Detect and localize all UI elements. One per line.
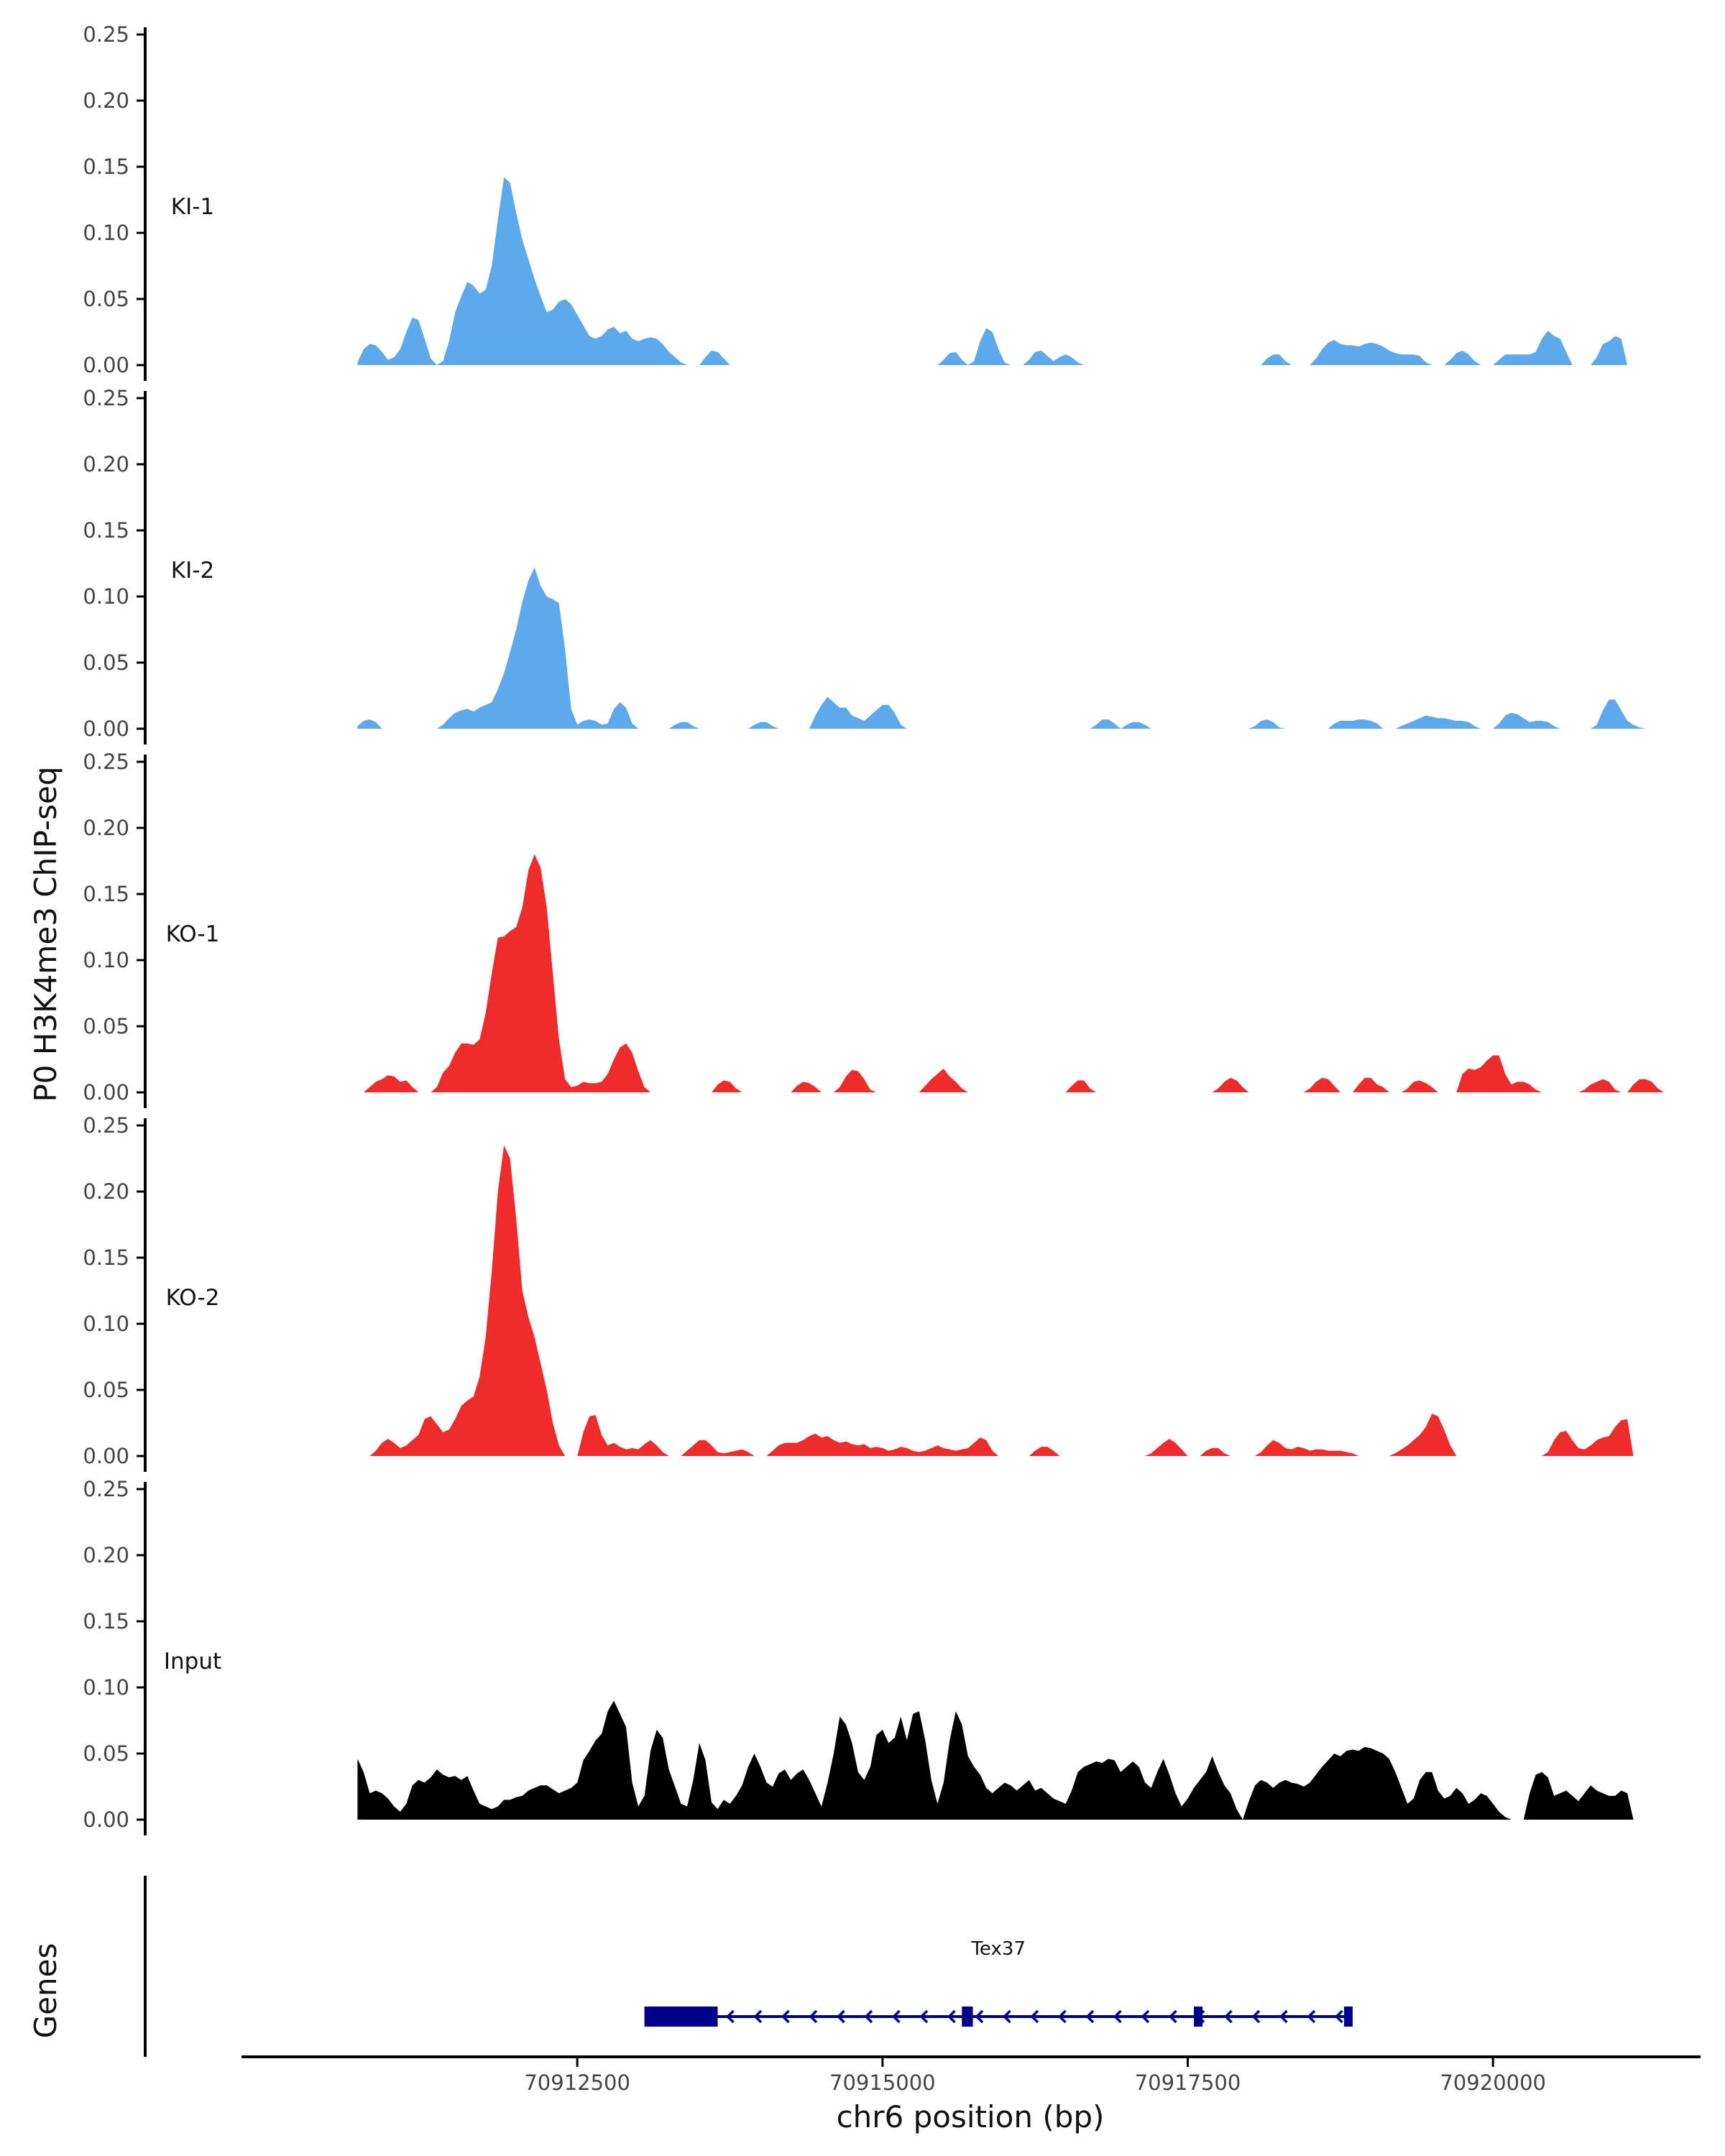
- y-tick-label: 0.20: [83, 452, 129, 476]
- strand-arrow: [864, 2009, 873, 2024]
- y-tick-label: 0.00: [83, 1444, 129, 1468]
- strand-arrow: [947, 2009, 956, 2024]
- x-tick-label: 70917500: [1135, 2070, 1241, 2095]
- strand-arrow: [1224, 2009, 1233, 2024]
- strand-arrow: [753, 2009, 763, 2024]
- strand-arrow: [1085, 2009, 1095, 2024]
- coverage-area: [357, 177, 1628, 365]
- coverage-area: [357, 567, 1646, 729]
- strand-arrow: [726, 2009, 735, 2024]
- y-tick-label: 0.00: [83, 1807, 129, 1832]
- strand-arrow: [1113, 2009, 1122, 2024]
- y-tick-label: 0.25: [83, 750, 129, 774]
- track-label: KI-1: [171, 194, 214, 220]
- strand-arrow: [1141, 2009, 1150, 2024]
- y-tick-label: 0.25: [83, 1113, 129, 1138]
- strand-arrow: [1030, 2009, 1039, 2024]
- y-tick-label: 0.25: [83, 386, 129, 410]
- gene-exon: [644, 2007, 718, 2027]
- track-input: 0.00 0.05 0.10 0.15 0.20 0.25 Input: [83, 1477, 1634, 1835]
- gene-name-label: Tex37: [970, 1938, 1025, 1960]
- strand-arrow: [809, 2009, 818, 2024]
- strand-arrow: [1003, 2009, 1011, 2024]
- y-tick-label: 0.20: [83, 1179, 129, 1204]
- y-tick-label: 0.20: [83, 1543, 129, 1567]
- gene-exon: [1194, 2007, 1203, 2027]
- y-tick-label: 0.15: [83, 1609, 129, 1634]
- y-tick-label: 0.10: [83, 948, 129, 972]
- strand-arrow: [1335, 2009, 1343, 2024]
- genes-track-title: Genes: [28, 1943, 63, 2039]
- y-tick-label: 0.00: [83, 1080, 129, 1105]
- x-tick-label: 70912500: [524, 2070, 630, 2095]
- y-tick-label: 0.15: [83, 1245, 129, 1270]
- y-tick-label: 0.05: [83, 1378, 129, 1402]
- strand-arrow: [919, 2009, 929, 2024]
- y-tick-label: 0.10: [83, 584, 129, 609]
- y-tick-label: 0.15: [83, 882, 129, 906]
- strand-arrow: [1058, 2009, 1067, 2024]
- y-tick-label: 0.05: [83, 287, 129, 311]
- x-tick-label: 70915000: [829, 2070, 936, 2095]
- gene-exon: [1343, 2007, 1353, 2027]
- strand-arrow: [837, 2009, 845, 2024]
- track-label: KO-2: [166, 1285, 220, 1311]
- track-label: Input: [164, 1649, 221, 1674]
- track-ko-2: 0.00 0.05 0.10 0.15 0.20 0.25 KO-2: [83, 1113, 1634, 1472]
- x-axis: 70912500 70915000 70917500 70920000: [242, 2055, 1701, 2095]
- track-label: KI-2: [171, 558, 214, 584]
- track-ki-1: 0.00 0.05 0.10 0.15 0.20 0.25 KI-1: [83, 22, 1628, 381]
- y-tick-label: 0.05: [83, 650, 129, 675]
- x-axis-title: chr6 position (bp): [837, 2099, 1105, 2134]
- track-ki-2: 0.00 0.05 0.10 0.15 0.20 0.25 KI-2: [83, 386, 1646, 745]
- gene-exon: [962, 2007, 973, 2027]
- strand-arrow: [1169, 2009, 1177, 2024]
- y-tick-label: 0.15: [83, 155, 129, 179]
- strand-arrow: [781, 2009, 790, 2024]
- y-tick-label: 0.15: [83, 518, 129, 543]
- gene-track: Tex37: [144, 1876, 1353, 2057]
- y-tick-label: 0.05: [83, 1741, 129, 1766]
- strand-arrow: [1279, 2009, 1288, 2024]
- track-ko-1: 0.00 0.05 0.10 0.15 0.20 0.25 KO-1: [83, 750, 1664, 1108]
- tracks-layer: 0.00 0.05 0.10 0.15 0.20 0.25 KI-1 0.00 0.05 0.10…: [83, 22, 1664, 1835]
- strand-arrow: [975, 2009, 984, 2024]
- y-tick-label: 0.00: [83, 717, 129, 741]
- coverage-area: [369, 1145, 1634, 1456]
- strand-arrow: [892, 2009, 901, 2024]
- y-tick-label: 0.00: [83, 353, 129, 377]
- y-tick-label: 0.10: [83, 1675, 129, 1700]
- coverage-area: [363, 854, 1664, 1092]
- y-tick-label: 0.10: [83, 1312, 129, 1336]
- y-tick-label: 0.05: [83, 1014, 129, 1038]
- track-label: KO-1: [166, 921, 220, 947]
- coverage-area: [357, 1700, 1634, 1820]
- y-axis-title: P0 H3K4me3 ChIP-seq: [28, 766, 63, 1102]
- y-tick-label: 0.20: [83, 816, 129, 840]
- y-tick-label: 0.20: [83, 88, 129, 113]
- strand-arrow: [1307, 2009, 1316, 2024]
- y-tick-label: 0.25: [83, 22, 129, 47]
- y-tick-label: 0.10: [83, 221, 129, 245]
- strand-arrow: [1251, 2009, 1261, 2024]
- x-tick-label: 70920000: [1440, 2070, 1546, 2095]
- y-tick-label: 0.25: [83, 1477, 129, 1501]
